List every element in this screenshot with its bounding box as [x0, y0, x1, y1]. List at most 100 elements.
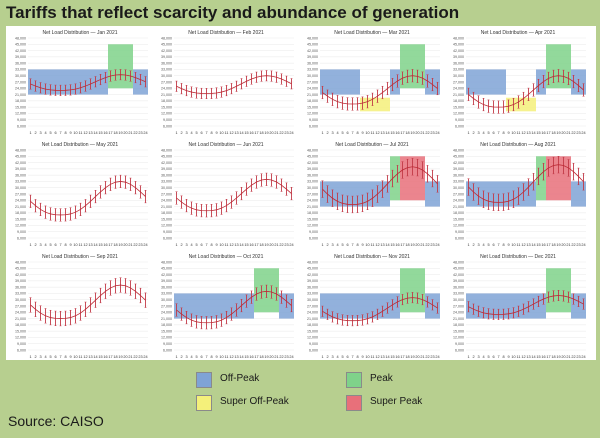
x-tick-label: 20 [561, 243, 565, 247]
x-tick-label: 3 [331, 131, 333, 135]
x-tick-label: 14 [531, 355, 535, 359]
y-tick-label: 33,000 [161, 292, 172, 296]
y-tick-label: 12,000 [453, 112, 464, 116]
panel-title: Net Load Distribution — Feb 2021 [188, 30, 264, 36]
x-tick-label: 24 [435, 243, 439, 247]
tariff-band-offpeak [320, 293, 400, 319]
tariff-band-offpeak [425, 181, 440, 207]
chart-panel: Net Load Distribution — Oct 2021 48,000 45… [154, 252, 298, 361]
x-tick-label: 15 [98, 131, 102, 135]
x-tick-label: 12 [375, 243, 379, 247]
y-tick-label: 24,000 [161, 87, 172, 91]
panel-plot: 48,00045,00042,00039,00036,00033,00030,0… [453, 36, 586, 135]
x-tick-label: 11 [79, 243, 83, 247]
x-tick-label: 17 [400, 243, 404, 247]
x-tick-label: 11 [79, 131, 83, 135]
panel-plot: 48,00045,00042,00039,00036,00033,00030,0… [15, 36, 148, 135]
x-tick-label: 4 [44, 131, 46, 135]
x-tick-label: 4 [482, 131, 484, 135]
x-tick-label: 23 [430, 355, 434, 359]
panel-title: Net Load Distribution — Mar 2021 [334, 30, 410, 36]
x-tick-label: 3 [39, 355, 41, 359]
y-tick-label: 33,000 [161, 180, 172, 184]
x-tick-label: 7 [351, 243, 353, 247]
x-tick-label: 5 [49, 243, 51, 247]
y-tick-label: 24,000 [161, 311, 172, 315]
x-tick-label: 16 [103, 131, 107, 135]
x-tick-label: 18 [551, 243, 555, 247]
y-tick-label: 30,000 [307, 186, 318, 190]
x-tick-label: 15 [536, 243, 540, 247]
y-tick-label: 36,000 [307, 173, 318, 177]
x-tick-label: 13 [88, 243, 92, 247]
x-tick-label: 24 [581, 355, 585, 359]
panel-plot: 48,00045,00042,00039,00036,00033,00030,0… [307, 148, 440, 247]
median-load-line [30, 74, 146, 91]
panel-title: Net Load Distribution — Jul 2021 [335, 142, 409, 148]
x-tick-label: 10 [219, 243, 223, 247]
y-tick-label: 27,000 [307, 304, 318, 308]
chart-panel: Net Load Distribution — Mar 2021 48,000 45… [300, 28, 444, 137]
x-tick-label: 16 [541, 243, 545, 247]
y-tick-label: 18,000 [161, 211, 172, 215]
x-tick-label: 12 [375, 355, 379, 359]
x-tick-label: 9 [69, 131, 71, 135]
x-tick-label: 10 [511, 355, 515, 359]
x-tick-label: 13 [380, 355, 384, 359]
x-tick-label: 3 [185, 355, 187, 359]
x-tick-label: 4 [482, 355, 484, 359]
x-tick-label: 12 [229, 243, 233, 247]
x-tick-label: 6 [54, 355, 56, 359]
x-tick-label: 1 [175, 243, 177, 247]
x-tick-label: 2 [472, 131, 474, 135]
tariff-band-offpeak [320, 181, 390, 207]
y-tick-label: 15,000 [15, 105, 26, 109]
x-tick-label: 14 [531, 243, 535, 247]
y-tick-label: 36,000 [453, 285, 464, 289]
x-tick-label: 16 [103, 243, 107, 247]
x-tick-label: 20 [269, 355, 273, 359]
x-tick-label: 18 [551, 355, 555, 359]
x-tick-label: 23 [284, 131, 288, 135]
panel-plot: 48,00045,00042,00039,00036,00033,00030,0… [161, 148, 294, 247]
x-tick-label: 1 [321, 131, 323, 135]
x-tick-label: 6 [200, 355, 202, 359]
y-tick-label: 48,000 [307, 260, 318, 264]
x-tick-label: 20 [123, 243, 127, 247]
x-tick-label: 7 [205, 355, 207, 359]
y-tick-label: 45,000 [453, 43, 464, 47]
x-tick-label: 15 [536, 131, 540, 135]
legend-label: Peak [370, 373, 393, 384]
y-tick-label: 15,000 [161, 105, 172, 109]
x-tick-label: 18 [405, 131, 409, 135]
x-tick-label: 8 [356, 355, 358, 359]
x-tick-label: 21 [128, 355, 132, 359]
y-tick-label: 9,000 [455, 118, 464, 122]
x-tick-label: 8 [210, 131, 212, 135]
panel-plot: 48,00045,00042,00039,00036,00033,00030,0… [453, 260, 586, 359]
legend-label: Super Peak [370, 396, 423, 407]
y-tick-label: 12,000 [161, 112, 172, 116]
x-tick-label: 18 [405, 355, 409, 359]
x-tick-label: 21 [566, 131, 570, 135]
y-tick-label: 48,000 [453, 260, 464, 264]
tariff-band-peak [400, 268, 425, 313]
x-tick-label: 22 [279, 243, 283, 247]
y-tick-label: 27,000 [453, 192, 464, 196]
y-tick-label: 42,000 [161, 273, 172, 277]
x-tick-label: 20 [415, 131, 419, 135]
x-tick-label: 12 [83, 243, 87, 247]
y-tick-label: 39,000 [161, 279, 172, 283]
x-tick-label: 15 [390, 243, 394, 247]
x-tick-label: 11 [371, 131, 375, 135]
y-tick-label: 36,000 [453, 61, 464, 65]
y-tick-label: 39,000 [15, 167, 26, 171]
y-tick-label: 27,000 [15, 304, 26, 308]
x-tick-label: 14 [239, 355, 243, 359]
x-tick-label: 14 [93, 355, 97, 359]
x-tick-label: 18 [113, 131, 117, 135]
y-tick-label: 21,000 [307, 205, 318, 209]
y-tick-label: 15,000 [453, 329, 464, 333]
x-tick-label: 10 [219, 131, 223, 135]
legend-label: Off-Peak [220, 373, 260, 384]
